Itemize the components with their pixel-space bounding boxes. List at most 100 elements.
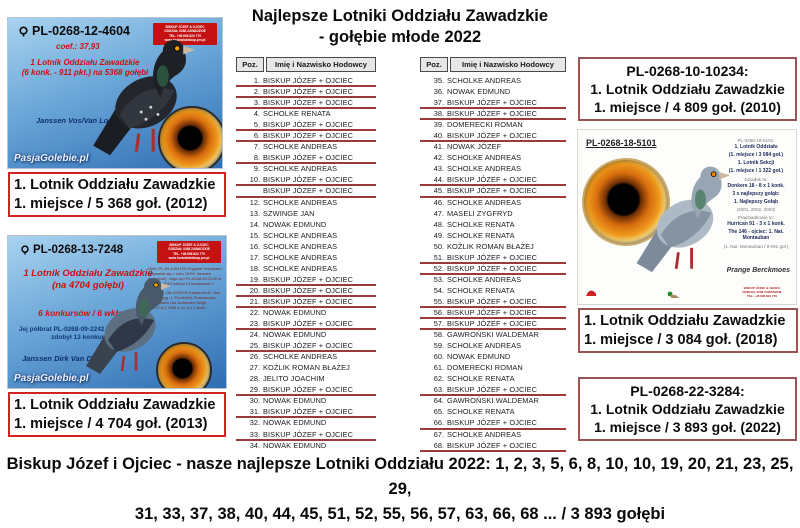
row-breeder-name: NOWAK EDMUND [263, 330, 327, 340]
pigeon-photo-card-2018: PL-0268-18-5101 PL-0268-18-5101: 1. Lotni… [578, 130, 796, 304]
table-header: Poz. Imię i Nazwisko Hodowcy [236, 57, 376, 72]
row-position: 51. [433, 252, 444, 262]
sibling-note: Jej półbrat PL-0268-09-2242 w sezonie 20… [18, 326, 154, 341]
table-row: 45. BISKUP JÓZEF + OJCIEC [420, 186, 566, 198]
row-breeder-name: SCHOLKE RENATA [263, 109, 331, 119]
header-position: Poz. [236, 57, 264, 72]
row-position: 46. [433, 197, 444, 207]
row-position: 50. [433, 241, 444, 251]
row-breeder-name: BISKUP JÓZEF + OJCIEC [263, 407, 354, 417]
row-breeder-name: SZWINGE JAN [263, 208, 315, 218]
row-position: 14. [249, 219, 260, 229]
row-position: 67. [433, 429, 444, 439]
row-breeder-name: SCHOLKE ANDREAS [447, 197, 522, 207]
row-breeder-name: KOŹLIK ROMAN BŁAŻEJ [447, 241, 534, 251]
summary-text: Biskup Józef i Ojciec - nasze najlepsze … [0, 452, 800, 527]
row-breeder-name: SCHOLKE ANDREAS [447, 153, 522, 163]
row-position: 9. [253, 164, 260, 174]
row-position: 18. [249, 263, 260, 273]
row-breeder-name: NOWAK EDMUND [263, 440, 327, 450]
pigeon-photo-card-2013: PL-0268-13-7248 1 Lotnik Oddziału Zawadz… [8, 236, 226, 388]
row-position [236, 187, 263, 195]
row-breeder-name: NOWAK EDMUND [447, 352, 511, 362]
text-line: BISKUP JÓZEF & OJCIEC [743, 286, 781, 290]
table-row: 28. JELITO JOACHIM [236, 374, 376, 385]
award-ring: PL-0268-10-10234: [626, 63, 749, 79]
text-line: (1. miejsce / 1 322 goł.) [728, 167, 784, 174]
table-row: 3. BISKUP JÓZEF + OJCIEC [236, 98, 376, 110]
table-row: 32. NOWAK EDMUND [236, 418, 376, 429]
coefficient-label: coef.: 37,93 [56, 42, 100, 51]
row-position: 20. [249, 285, 260, 295]
strain-label: Prange Berckmoes [726, 267, 790, 274]
row-position: 12. [249, 197, 260, 207]
row-breeder-name: BISKUP JÓZEF + OJCIEC [447, 109, 538, 119]
row-breeder-name: BISKUP JÓZEF + OJCIEC [263, 153, 354, 163]
table-row: 36. NOWAK EDMUND [420, 87, 566, 98]
table-row: 68. BISKUP JÓZEF + OJCIEC [420, 441, 566, 452]
table-row: 55. BISKUP JÓZEF + OJCIEC [420, 297, 566, 308]
row-position: 29. [249, 385, 260, 395]
row-position: 64. [433, 396, 444, 406]
table-row: 13. SZWINGE JAN [236, 209, 376, 220]
row-position: 21. [249, 296, 260, 306]
row-breeder-name: SCHOLKE ANDREAS [447, 341, 522, 351]
text-line: 3 x najlepszy gołąb: [732, 190, 780, 197]
row-position: 59. [433, 341, 444, 351]
row-breeder-name: BISKUP JÓZEF + OJCIEC [263, 131, 354, 141]
row-position: 17. [249, 252, 260, 262]
caption-2012: 1. Lotnik Oddziału Zawadzkie 1. miejsce … [8, 172, 226, 217]
row-breeder-name: SCHOLKE ANDREAS [263, 263, 338, 273]
text-line: (1. miejsce / 3 084 goł.) [728, 152, 784, 159]
text-line: BISKUP JÓZEF & OJCIEC [165, 25, 205, 29]
row-breeder-name: SCHOLKE ANDREAS [263, 352, 338, 362]
row-breeder-name: BISKUP JÓZEF + OJCIEC [263, 98, 354, 108]
table-row: 52. BISKUP JÓZEF + OJCIEC [420, 264, 566, 275]
table-row: 53. SCHOLKE ANDREAS [420, 275, 566, 286]
row-breeder-name: DOMERECKI ROMAN [447, 120, 523, 130]
table-row: 15. SCHOLKE ANDREAS [236, 231, 376, 242]
row-position: 65. [433, 407, 444, 417]
text-line: Donkere 18 - 8 x 1 konk. [727, 183, 785, 189]
caption-line2: 1. miejsce / 5 368 goł. (2012) [14, 195, 208, 212]
row-position: 58. [433, 330, 444, 340]
ring-number-row: PL-0268-12-4604 [18, 24, 130, 38]
ring-number: PL-0268-12-4604 [32, 24, 130, 38]
row-breeder-name: SCHOLKE RENATA [447, 407, 515, 417]
row-position: 35. [433, 76, 444, 85]
row-position: 27. [249, 363, 260, 373]
pigeon-photo-card-2012: PL-0268-12-4604 coef.: 37,93 1 Lotnik Od… [8, 18, 222, 168]
achievement-line3: 6 konkursów / 6 wkładań [38, 308, 138, 318]
caption-line2: 1. miejsce / 3 084 goł. (2018) [584, 331, 778, 348]
table-row: 34. NOWAK EDMUND [236, 441, 376, 452]
text-line: Matka NL-08-1978292 Kampioen D. Van Dyck… [148, 290, 220, 310]
pedigree-summary: PL-0268-18-5101: 1. Lotnik Oddziału (1. mi… [718, 138, 794, 251]
row-position: 42. [433, 153, 444, 163]
award-title: 1. Lotnik Oddziału Zawadzkie [590, 81, 785, 97]
row-breeder-name: SCHOLKE RENATA [447, 285, 515, 295]
row-breeder-name: SCHOLKE ANDREAS [263, 142, 338, 152]
row-position: 1. [253, 76, 260, 85]
strain-label: Janssen Dirk Van Dyck [22, 354, 105, 363]
text-line: 1. Najlepszy Gołąb [733, 198, 779, 205]
achievement-text: 1 Lotnik Oddziału Zawadzkie (na 4704 goł… [8, 268, 168, 292]
table-row: 14. NOWAK EDMUND [236, 220, 376, 231]
table-row: 42. SCHOLKE ANDREAS [420, 153, 566, 164]
table-row: 2. BISKUP JÓZEF + OJCIEC [236, 87, 376, 99]
row-breeder-name: BISKUP JÓZEF + OJCIEC [263, 76, 354, 85]
row-breeder-name: SCHOLKE RENATA [447, 230, 515, 240]
table-row: 67. SCHOLKE ANDREAS [420, 430, 566, 441]
text-line: (1. Nat. Montauban / 9 091 goł.) [723, 243, 789, 249]
row-breeder-name: NOWAK EDMUND [263, 396, 327, 406]
achievement-line1: 1 Lotnik Oddziału Zawadzkie [30, 58, 140, 67]
row-breeder-name: NOWAK EDMUND [263, 418, 327, 428]
row-breeder-name: BISKUP JÓZEF + OJCIEC [263, 385, 354, 395]
table-row: 44. BISKUP JÓZEF + OJCIEC [420, 175, 566, 187]
caption-line1: 1. Lotnik Oddziału Zawadzkie [14, 177, 216, 193]
row-breeder-name: NOWAK EDMUND [447, 87, 511, 97]
text-line: PL-0268-18-5101: [737, 138, 775, 143]
row-position: 6. [253, 131, 260, 141]
row-breeder-name: BISKUP JÓZEF + OJCIEC [447, 440, 538, 450]
pigeon-eye-photo [156, 342, 212, 388]
row-breeder-name: MASELI ZYGFRYD [447, 208, 513, 218]
